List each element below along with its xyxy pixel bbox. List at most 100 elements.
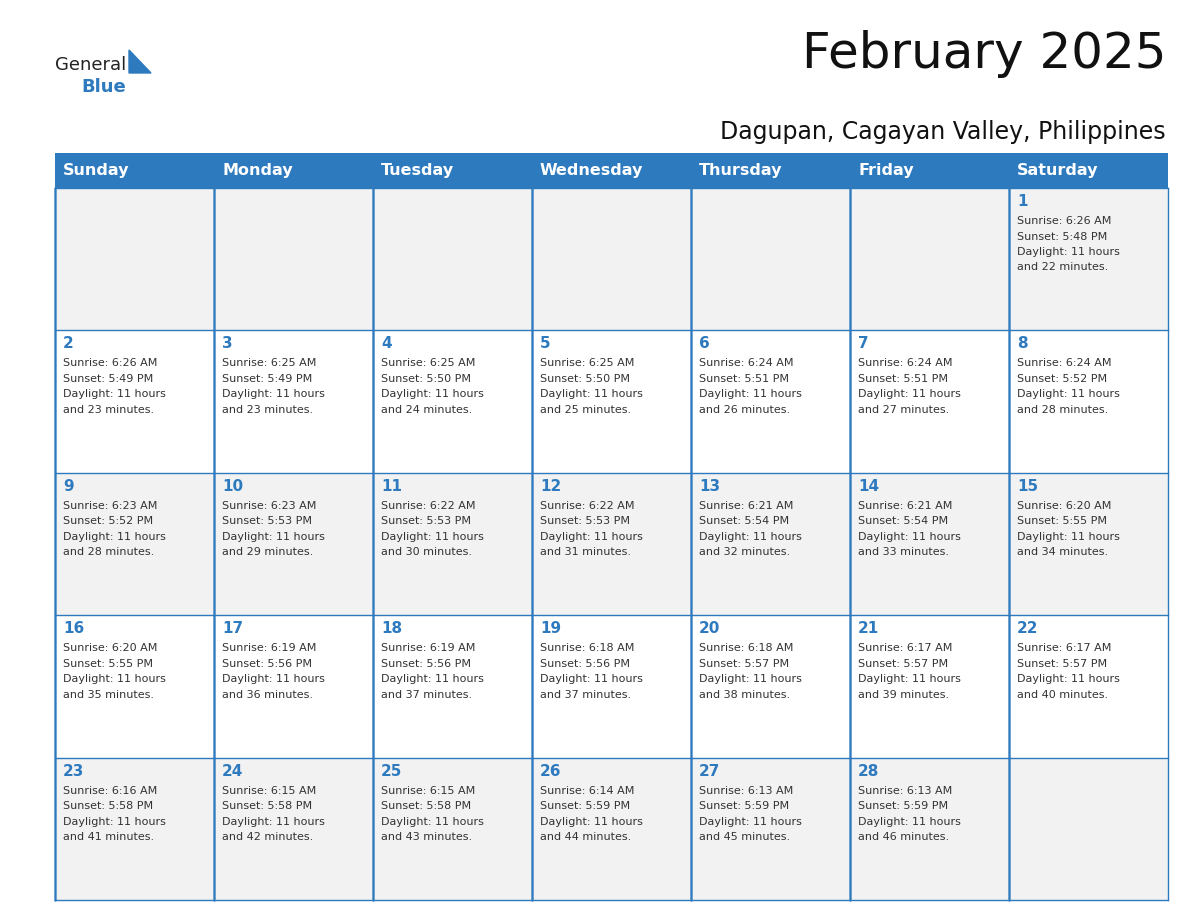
Text: Daylight: 11 hours: Daylight: 11 hours — [699, 532, 802, 542]
Text: and 44 minutes.: and 44 minutes. — [541, 832, 631, 842]
Text: Sunset: 5:59 PM: Sunset: 5:59 PM — [699, 801, 789, 812]
Text: Daylight: 11 hours: Daylight: 11 hours — [222, 532, 324, 542]
Text: and 31 minutes.: and 31 minutes. — [541, 547, 631, 557]
Text: Daylight: 11 hours: Daylight: 11 hours — [699, 674, 802, 684]
Text: Sunrise: 6:20 AM: Sunrise: 6:20 AM — [1017, 501, 1112, 510]
Text: Sunset: 5:53 PM: Sunset: 5:53 PM — [222, 516, 312, 526]
Text: 16: 16 — [63, 621, 84, 636]
Text: and 43 minutes.: and 43 minutes. — [381, 832, 472, 842]
Text: Daylight: 11 hours: Daylight: 11 hours — [541, 674, 643, 684]
Text: Thursday: Thursday — [699, 163, 783, 178]
Text: Sunset: 5:57 PM: Sunset: 5:57 PM — [699, 659, 789, 668]
Text: 23: 23 — [63, 764, 84, 778]
Text: Daylight: 11 hours: Daylight: 11 hours — [63, 532, 166, 542]
Text: 26: 26 — [541, 764, 562, 778]
Text: 11: 11 — [381, 479, 402, 494]
Text: Sunrise: 6:18 AM: Sunrise: 6:18 AM — [541, 644, 634, 654]
Text: and 32 minutes.: and 32 minutes. — [699, 547, 790, 557]
Text: Sunset: 5:56 PM: Sunset: 5:56 PM — [541, 659, 630, 668]
Text: Daylight: 11 hours: Daylight: 11 hours — [381, 389, 484, 399]
Text: and 23 minutes.: and 23 minutes. — [222, 405, 314, 415]
Text: and 41 minutes.: and 41 minutes. — [63, 832, 154, 842]
Text: Sunrise: 6:13 AM: Sunrise: 6:13 AM — [699, 786, 794, 796]
Text: and 22 minutes.: and 22 minutes. — [1017, 263, 1108, 273]
Bar — [55, 473, 1168, 615]
Text: Daylight: 11 hours: Daylight: 11 hours — [1017, 389, 1120, 399]
Text: 20: 20 — [699, 621, 720, 636]
Text: 9: 9 — [63, 479, 74, 494]
Text: Sunrise: 6:20 AM: Sunrise: 6:20 AM — [63, 644, 157, 654]
Text: Sunrise: 6:26 AM: Sunrise: 6:26 AM — [1017, 216, 1112, 226]
Text: 14: 14 — [858, 479, 879, 494]
Text: February 2025: February 2025 — [802, 30, 1165, 78]
Text: 19: 19 — [541, 621, 561, 636]
Text: Sunset: 5:49 PM: Sunset: 5:49 PM — [63, 374, 153, 384]
Text: Daylight: 11 hours: Daylight: 11 hours — [222, 817, 324, 826]
Bar — [55, 615, 1168, 757]
Text: and 35 minutes.: and 35 minutes. — [63, 689, 154, 700]
Text: Sunset: 5:52 PM: Sunset: 5:52 PM — [63, 516, 153, 526]
Text: Sunset: 5:58 PM: Sunset: 5:58 PM — [222, 801, 312, 812]
Text: 2: 2 — [63, 336, 74, 352]
Text: Sunrise: 6:22 AM: Sunrise: 6:22 AM — [541, 501, 634, 510]
Text: Sunrise: 6:17 AM: Sunrise: 6:17 AM — [1017, 644, 1112, 654]
Text: Sunset: 5:48 PM: Sunset: 5:48 PM — [1017, 231, 1107, 241]
Text: Sunset: 5:51 PM: Sunset: 5:51 PM — [858, 374, 948, 384]
Text: Daylight: 11 hours: Daylight: 11 hours — [1017, 247, 1120, 257]
Text: Sunrise: 6:25 AM: Sunrise: 6:25 AM — [222, 358, 316, 368]
Text: and 39 minutes.: and 39 minutes. — [858, 689, 949, 700]
Text: Sunset: 5:55 PM: Sunset: 5:55 PM — [63, 659, 153, 668]
Text: Sunrise: 6:24 AM: Sunrise: 6:24 AM — [1017, 358, 1112, 368]
Text: 15: 15 — [1017, 479, 1038, 494]
Text: Sunset: 5:57 PM: Sunset: 5:57 PM — [1017, 659, 1107, 668]
Text: Sunset: 5:58 PM: Sunset: 5:58 PM — [381, 801, 472, 812]
Text: Daylight: 11 hours: Daylight: 11 hours — [699, 389, 802, 399]
Text: Daylight: 11 hours: Daylight: 11 hours — [1017, 532, 1120, 542]
Text: Sunrise: 6:18 AM: Sunrise: 6:18 AM — [699, 644, 794, 654]
Text: 18: 18 — [381, 621, 402, 636]
Text: Sunrise: 6:22 AM: Sunrise: 6:22 AM — [381, 501, 475, 510]
Text: Sunrise: 6:21 AM: Sunrise: 6:21 AM — [858, 501, 953, 510]
Text: Daylight: 11 hours: Daylight: 11 hours — [541, 532, 643, 542]
Text: Daylight: 11 hours: Daylight: 11 hours — [858, 532, 961, 542]
Text: Sunset: 5:56 PM: Sunset: 5:56 PM — [222, 659, 312, 668]
Text: and 37 minutes.: and 37 minutes. — [381, 689, 472, 700]
Text: Sunset: 5:54 PM: Sunset: 5:54 PM — [858, 516, 948, 526]
Text: 4: 4 — [381, 336, 392, 352]
Text: Sunrise: 6:14 AM: Sunrise: 6:14 AM — [541, 786, 634, 796]
Text: Sunrise: 6:19 AM: Sunrise: 6:19 AM — [381, 644, 475, 654]
Text: Sunrise: 6:15 AM: Sunrise: 6:15 AM — [222, 786, 316, 796]
Text: Sunset: 5:50 PM: Sunset: 5:50 PM — [541, 374, 630, 384]
Text: Dagupan, Cagayan Valley, Philippines: Dagupan, Cagayan Valley, Philippines — [720, 120, 1165, 144]
Text: Sunrise: 6:25 AM: Sunrise: 6:25 AM — [541, 358, 634, 368]
Text: Sunset: 5:59 PM: Sunset: 5:59 PM — [541, 801, 630, 812]
Text: 25: 25 — [381, 764, 403, 778]
Polygon shape — [129, 50, 151, 73]
Text: Sunset: 5:51 PM: Sunset: 5:51 PM — [699, 374, 789, 384]
Bar — [55, 757, 1168, 900]
Text: and 46 minutes.: and 46 minutes. — [858, 832, 949, 842]
Text: Daylight: 11 hours: Daylight: 11 hours — [63, 389, 166, 399]
Text: Blue: Blue — [81, 78, 126, 96]
Text: Daylight: 11 hours: Daylight: 11 hours — [541, 817, 643, 826]
Text: 10: 10 — [222, 479, 244, 494]
Text: and 45 minutes.: and 45 minutes. — [699, 832, 790, 842]
Text: Sunrise: 6:25 AM: Sunrise: 6:25 AM — [381, 358, 475, 368]
Text: Daylight: 11 hours: Daylight: 11 hours — [381, 817, 484, 826]
Text: Sunset: 5:58 PM: Sunset: 5:58 PM — [63, 801, 153, 812]
Text: Sunrise: 6:13 AM: Sunrise: 6:13 AM — [858, 786, 953, 796]
Text: 6: 6 — [699, 336, 709, 352]
Text: Sunrise: 6:23 AM: Sunrise: 6:23 AM — [222, 501, 316, 510]
Text: Daylight: 11 hours: Daylight: 11 hours — [63, 817, 166, 826]
Text: 7: 7 — [858, 336, 868, 352]
Text: Daylight: 11 hours: Daylight: 11 hours — [858, 817, 961, 826]
Text: and 28 minutes.: and 28 minutes. — [63, 547, 154, 557]
Text: Daylight: 11 hours: Daylight: 11 hours — [541, 389, 643, 399]
Text: Sunset: 5:59 PM: Sunset: 5:59 PM — [858, 801, 948, 812]
Text: and 28 minutes.: and 28 minutes. — [1017, 405, 1108, 415]
Text: Sunset: 5:49 PM: Sunset: 5:49 PM — [222, 374, 312, 384]
Text: 24: 24 — [222, 764, 244, 778]
Text: Sunrise: 6:24 AM: Sunrise: 6:24 AM — [858, 358, 953, 368]
Text: Daylight: 11 hours: Daylight: 11 hours — [222, 674, 324, 684]
Text: Monday: Monday — [222, 163, 292, 178]
